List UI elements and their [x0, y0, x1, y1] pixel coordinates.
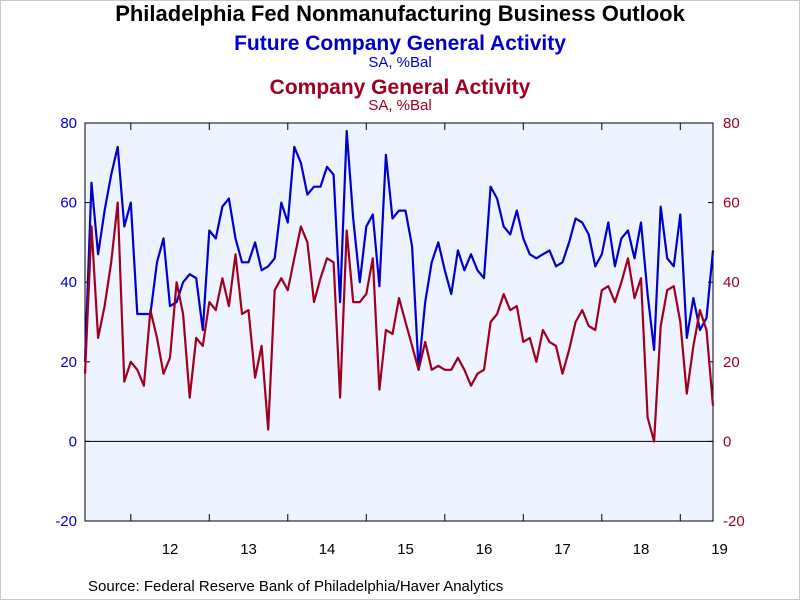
chart-title: Philadelphia Fed Nonmanufacturing Busine…: [115, 1, 685, 26]
series2-title: Company General Activity: [269, 76, 531, 99]
x-tick-label: 14: [319, 541, 336, 558]
x-tick-label: 15: [397, 541, 414, 558]
x-tick-label: 17: [554, 541, 571, 558]
x-tick-label: 18: [633, 541, 650, 558]
y-tick-label-left: -20: [55, 513, 77, 530]
y-tick-label-left: 20: [60, 354, 77, 371]
y-tick-label-right: 40: [723, 274, 740, 291]
x-tick-label: 19: [711, 541, 728, 558]
y-tick-label-right: 20: [723, 354, 740, 371]
y-tick-label-right: 60: [723, 195, 740, 212]
series1-units: SA, %Bal: [368, 54, 432, 71]
y-tick-label-right: -20: [723, 513, 745, 530]
y-tick-label-right: 0: [723, 433, 731, 450]
plot-area: [84, 122, 714, 522]
source-note: Source: Federal Reserve Bank of Philadel…: [88, 578, 504, 595]
x-tick-label: 13: [240, 541, 257, 558]
y-tick-label-left: 0: [69, 433, 77, 450]
series1-title: Future Company General Activity: [234, 32, 566, 55]
x-tick-label: 12: [162, 541, 179, 558]
y-tick-label-left: 80: [60, 115, 77, 132]
y-tick-label-left: 60: [60, 195, 77, 212]
x-tick-label: 16: [476, 541, 493, 558]
y-tick-label-right: 80: [723, 115, 740, 132]
y-tick-label-left: 40: [60, 274, 77, 291]
series-line-1: [83, 129, 715, 371]
series-line-2: [83, 201, 715, 443]
series2-units: SA, %Bal: [368, 97, 432, 114]
